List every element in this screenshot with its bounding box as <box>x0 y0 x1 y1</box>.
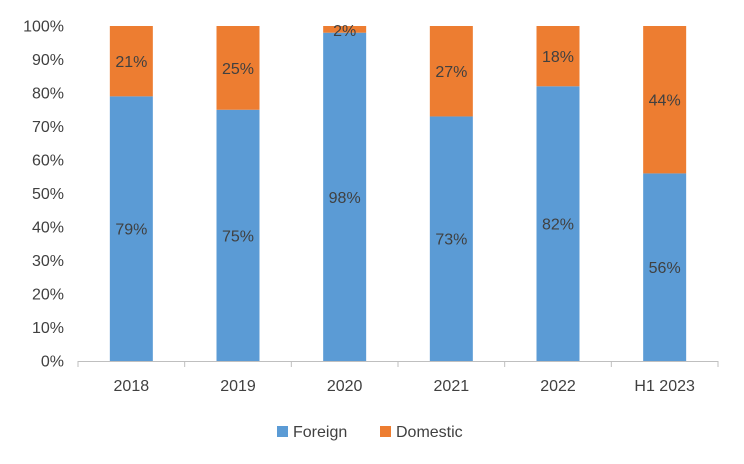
y-tick-label: 80% <box>32 86 64 103</box>
data-label-foreign: 98% <box>329 190 361 207</box>
x-axis-tick-labels: 2018 2019 2020 2021 2022 H1 2023 <box>114 378 695 395</box>
bar-segment-foreign <box>429 116 473 361</box>
x-tick-label: 2021 <box>434 378 470 395</box>
y-tick-label: 50% <box>32 186 64 203</box>
bar-stacks: 79% 21% 75% 25% 98% 2% 73% 27% 82% 18% 56% 44% <box>109 23 687 362</box>
y-tick-label: 60% <box>32 153 64 170</box>
bar-segment-domestic <box>216 26 260 110</box>
data-label-foreign: 79% <box>115 222 147 239</box>
legend-item-domestic: Domestic <box>380 424 463 441</box>
bar-segment-domestic <box>429 26 473 117</box>
x-tick-label: 2022 <box>540 378 576 395</box>
bar-stack: 56% 44% <box>643 26 687 361</box>
legend-label: Domestic <box>396 424 463 441</box>
legend-label: Foreign <box>293 424 347 441</box>
legend-swatch <box>380 426 391 437</box>
bar-segment-foreign <box>536 86 580 362</box>
data-label-foreign: 82% <box>542 217 574 234</box>
x-tick-label: 2019 <box>220 378 256 395</box>
bar-segment-domestic <box>109 26 153 97</box>
bar-stack: 98% 2% <box>323 23 367 361</box>
data-label-domestic: 18% <box>542 49 574 66</box>
data-label-foreign: 75% <box>222 228 254 245</box>
data-label-domestic: 2% <box>333 23 356 40</box>
data-label-domestic: 25% <box>222 61 254 78</box>
y-axis-tick-labels: 0% 10% 20% 30% 40% 50% 60% 70% 80% 90% 100% <box>23 19 64 371</box>
bar-stack: 75% 25% <box>216 26 260 361</box>
bar-segment-domestic <box>536 26 580 87</box>
y-tick-label: 10% <box>32 320 64 337</box>
y-tick-label: 100% <box>23 19 64 36</box>
x-tick-label: 2018 <box>114 378 150 395</box>
y-tick-label: 0% <box>41 354 64 371</box>
bar-stack: 79% 21% <box>109 26 153 361</box>
bar-stack: 82% 18% <box>536 26 580 362</box>
bar-segment-foreign <box>643 173 687 361</box>
bar-segment-foreign <box>323 32 367 361</box>
y-tick-label: 70% <box>32 119 64 136</box>
x-tick-label: H1 2023 <box>634 378 695 395</box>
bar-segment-domestic <box>643 26 687 174</box>
legend-item-foreign: Foreign <box>277 424 347 441</box>
legend-swatch <box>277 426 288 437</box>
bar-segment-domestic <box>323 26 367 33</box>
legend: Foreign Domestic <box>277 424 463 441</box>
data-label-foreign: 56% <box>649 260 681 277</box>
y-tick-label: 20% <box>32 287 64 304</box>
y-tick-label: 30% <box>32 253 64 270</box>
y-tick-label: 40% <box>32 220 64 237</box>
x-tick-label: 2020 <box>327 378 363 395</box>
data-label-domestic: 27% <box>435 64 467 81</box>
bar-segment-foreign <box>109 96 153 361</box>
data-label-domestic: 44% <box>649 93 681 110</box>
data-label-foreign: 73% <box>435 232 467 249</box>
y-tick-label: 90% <box>32 52 64 69</box>
bar-segment-foreign <box>216 109 260 361</box>
x-axis <box>77 361 719 367</box>
data-label-domestic: 21% <box>115 54 147 71</box>
bar-stack: 73% 27% <box>429 26 473 361</box>
